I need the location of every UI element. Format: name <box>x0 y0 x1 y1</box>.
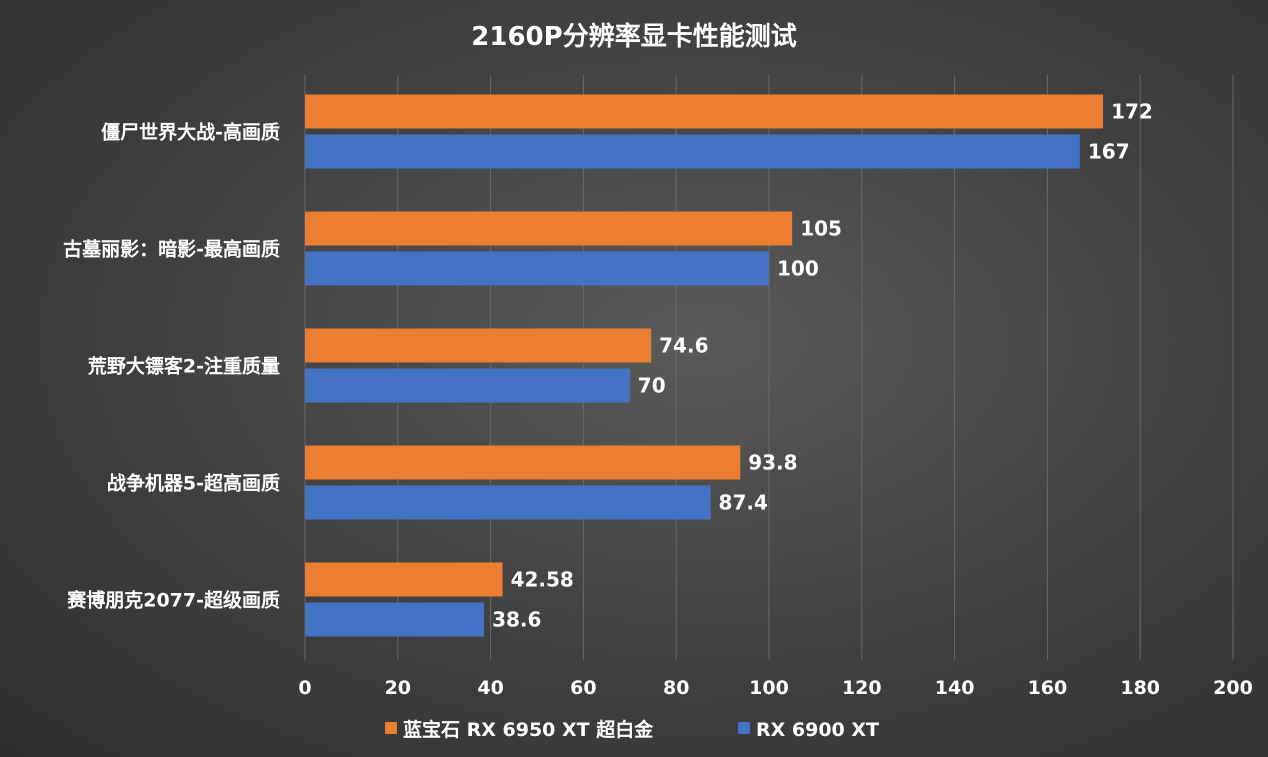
data-label: 167 <box>1088 140 1130 164</box>
x-tick-label: 20 <box>385 677 411 699</box>
bar <box>305 134 1080 169</box>
x-tick-label: 60 <box>570 677 596 699</box>
data-label: 42.58 <box>511 568 574 592</box>
legend-label: 蓝宝石 RX 6950 XT 超白金 <box>403 718 654 741</box>
category-label: 古墓丽影：暗影-最高画质 <box>63 238 280 261</box>
x-tick-label: 160 <box>1028 677 1068 699</box>
bar <box>305 445 741 480</box>
data-label: 38.6 <box>492 608 541 632</box>
data-label: 172 <box>1111 100 1153 124</box>
bar <box>305 251 769 286</box>
category-label: 赛博朋克2077-超级画质 <box>66 589 280 612</box>
data-label: 87.4 <box>719 491 768 515</box>
data-label: 105 <box>800 217 842 241</box>
data-label: 93.8 <box>748 451 797 475</box>
x-tick-label: 40 <box>477 677 503 699</box>
x-tick-label: 180 <box>1120 677 1160 699</box>
data-label: 100 <box>777 257 819 281</box>
category-label: 荒野大镖客2-注重质量 <box>88 355 280 378</box>
x-tick-label: 0 <box>298 677 311 699</box>
x-tick-label: 200 <box>1213 677 1253 699</box>
chart-title: 2160P分辨率显卡性能测试 <box>471 21 796 52</box>
x-tick-label: 140 <box>935 677 975 699</box>
legend-swatch <box>385 722 397 734</box>
category-label: 僵尸世界大战-高画质 <box>101 121 280 144</box>
bars: 172 167 105 100 74.6 70 93.8 87.4 42.58 38.6 <box>305 94 1153 637</box>
category-labels: 僵尸世界大战-高画质古墓丽影：暗影-最高画质荒野大镖客2-注重质量战争机器5-超… <box>63 121 280 612</box>
bar <box>305 368 630 403</box>
bar <box>305 94 1104 129</box>
bar <box>305 602 485 637</box>
x-axis-tick-labels: 0 20 40 60 80 100 120 140 160 180 200 <box>298 677 1252 699</box>
x-tick-label: 80 <box>663 677 689 699</box>
bar <box>305 211 793 246</box>
category-label: 战争机器5-超高画质 <box>107 472 280 495</box>
legend-label: RX 6900 XT <box>756 719 879 741</box>
x-tick-label: 120 <box>842 677 882 699</box>
data-label: 74.6 <box>659 334 708 358</box>
gridlines <box>304 75 1234 660</box>
bar <box>305 562 503 597</box>
legend: 蓝宝石 RX 6950 XT 超白金 RX 6900 XT <box>385 718 879 741</box>
legend-swatch <box>738 722 750 734</box>
data-label: 70 <box>638 374 666 398</box>
bar <box>305 485 711 520</box>
bar <box>305 328 652 363</box>
x-tick-label: 100 <box>749 677 789 699</box>
